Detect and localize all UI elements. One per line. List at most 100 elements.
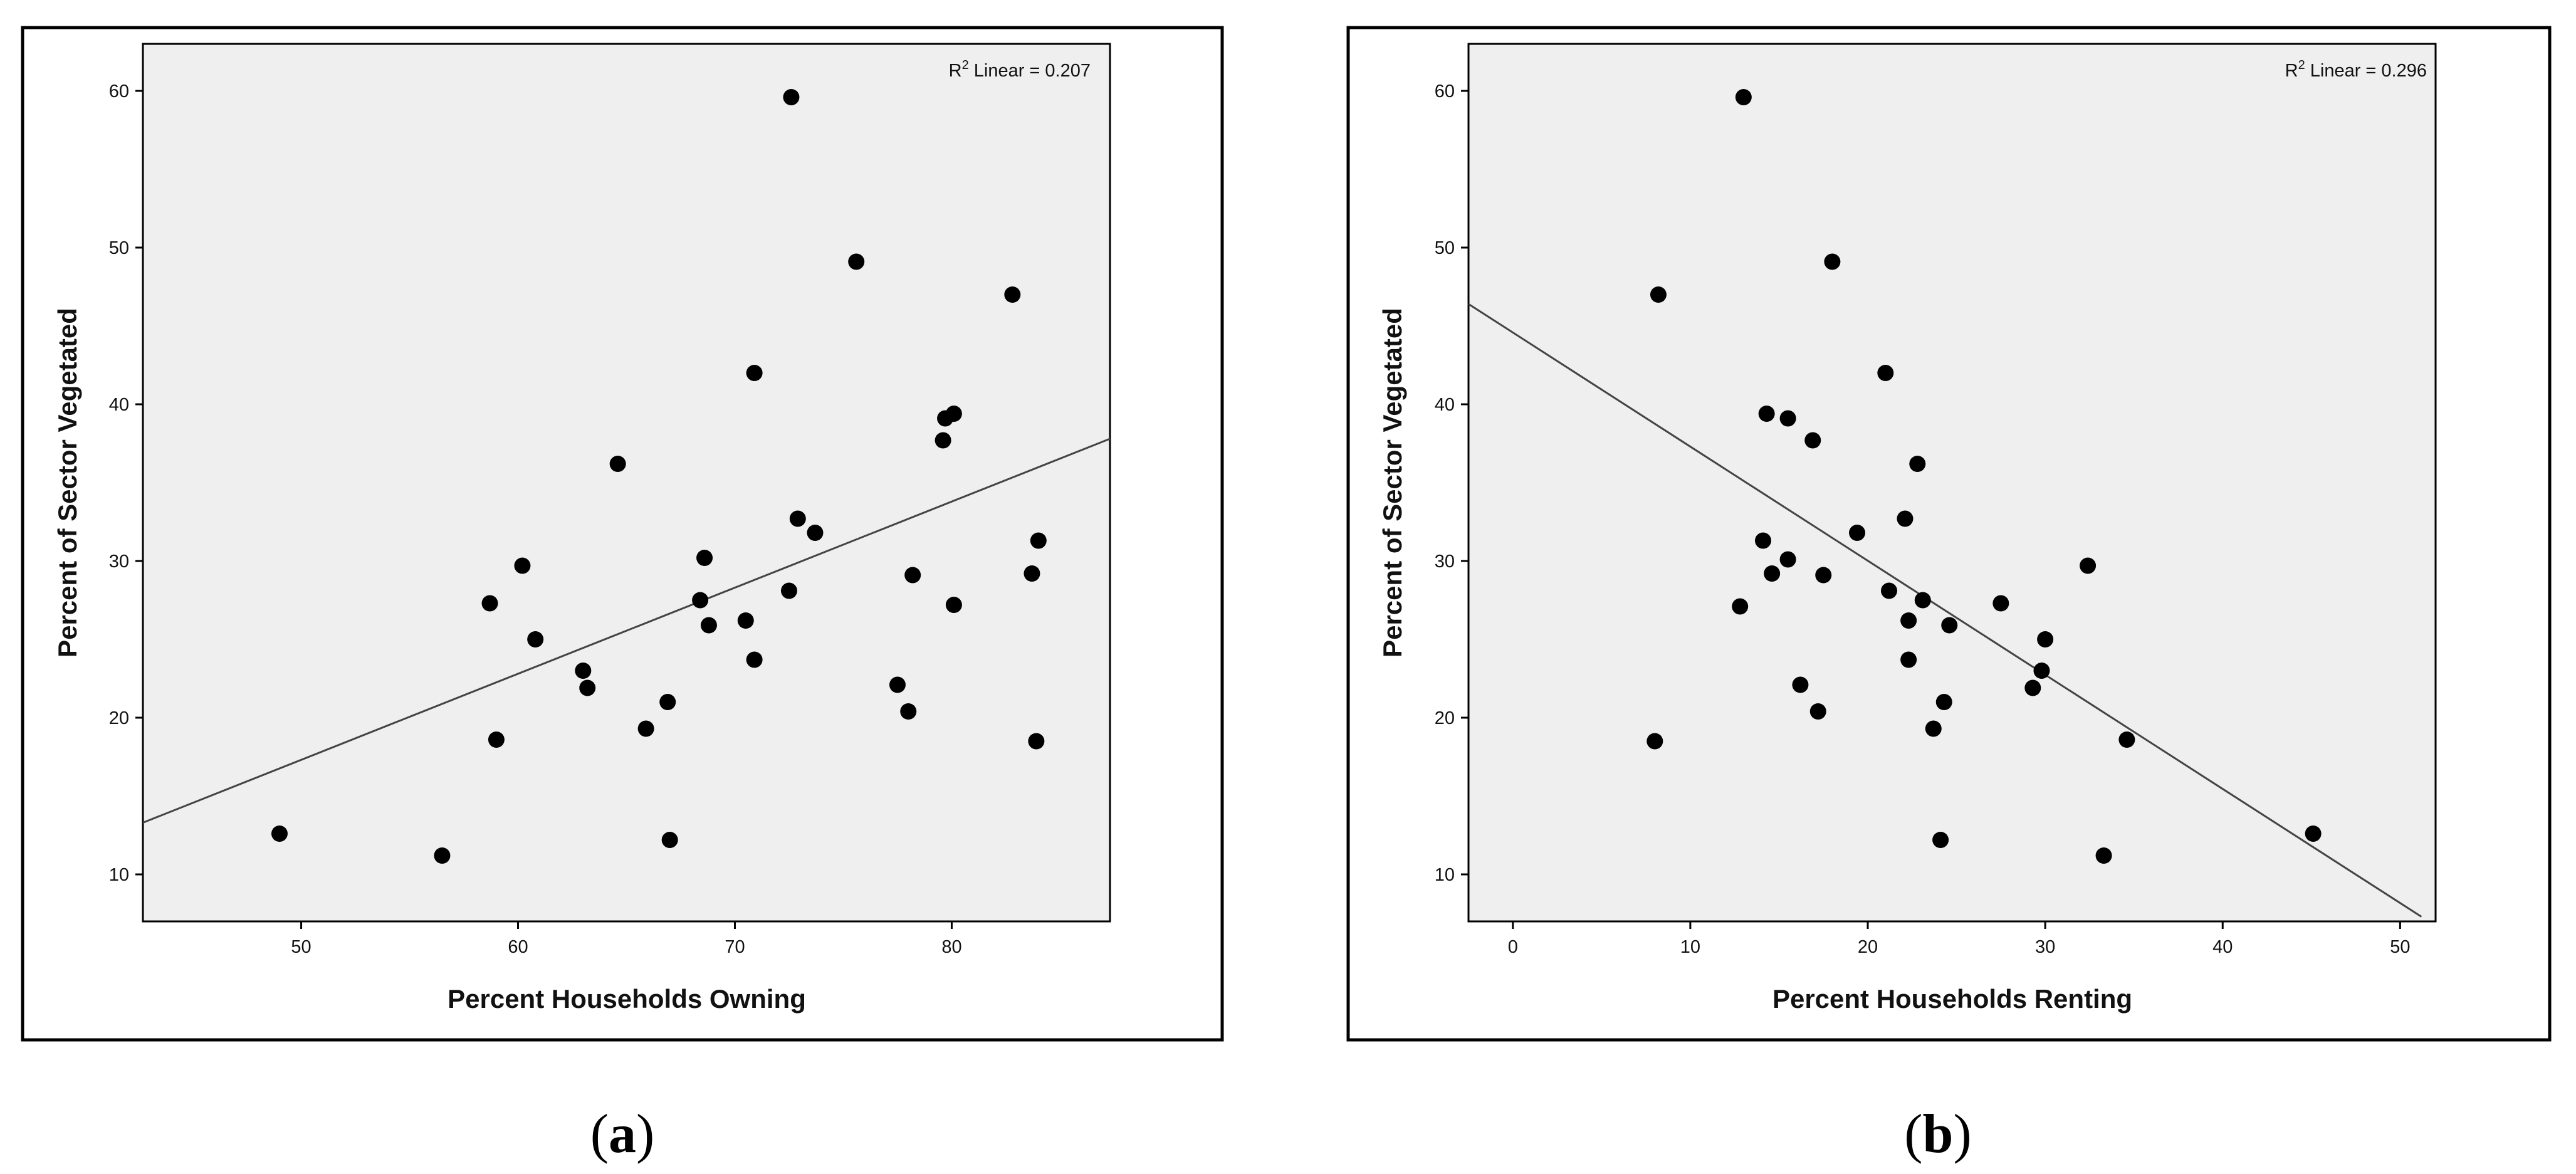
x-tick-label: 30 xyxy=(2035,937,2055,957)
data-point xyxy=(900,703,917,720)
panel-b: 0 10 20 30 40 50 10 20 30 40 50 60 R2 Linear = 0.2… xyxy=(1346,26,2552,1165)
data-point xyxy=(904,567,921,584)
data-point xyxy=(481,595,498,612)
y-tick-label: 50 xyxy=(109,238,129,258)
data-point xyxy=(1900,612,1917,629)
data-point xyxy=(1877,365,1894,381)
data-point xyxy=(579,679,596,696)
data-point xyxy=(1897,510,1914,527)
panel-b-x-axis-title: Percent Households Renting xyxy=(1772,984,2132,1014)
panel-a-y-ticks: 10 20 30 40 50 60 xyxy=(109,81,143,885)
x-tick-label: 80 xyxy=(941,937,961,957)
data-point xyxy=(575,663,592,679)
panel-b-y-axis-title: Percent of Sector Vegetated xyxy=(1378,308,1407,658)
y-tick-label: 10 xyxy=(109,865,129,885)
data-point xyxy=(2095,847,2112,864)
data-point xyxy=(1647,733,1663,750)
data-point xyxy=(637,720,654,737)
data-point xyxy=(1792,676,1809,693)
data-point xyxy=(935,432,951,449)
data-point xyxy=(746,651,763,668)
data-point xyxy=(1935,694,1952,710)
y-tick-label: 50 xyxy=(1435,238,1455,258)
data-point xyxy=(945,597,962,613)
data-point xyxy=(780,582,797,599)
data-point xyxy=(1779,551,1796,568)
panel-a-points xyxy=(271,89,1047,864)
data-point xyxy=(1650,286,1667,303)
data-point xyxy=(737,612,754,629)
data-point xyxy=(1992,595,2009,612)
panel-a-label: (a) xyxy=(590,1104,655,1165)
panel-b-x-ticks: 0 10 20 30 40 50 xyxy=(1508,921,2411,957)
data-point xyxy=(1732,598,1749,615)
data-point xyxy=(2024,679,2041,696)
data-point xyxy=(696,550,713,566)
data-point xyxy=(1849,525,1866,541)
data-point xyxy=(1779,410,1796,427)
data-point xyxy=(1004,286,1021,303)
panel-a-r2-annotation: R2 Linear = 0.207 xyxy=(949,58,1091,81)
y-tick-label: 30 xyxy=(109,552,129,572)
data-point xyxy=(434,847,451,864)
panel-b-points xyxy=(1647,89,2322,864)
x-tick-label: 60 xyxy=(508,937,528,957)
data-point xyxy=(1735,89,1752,105)
x-tick-label: 70 xyxy=(725,937,745,957)
data-point xyxy=(488,731,505,748)
data-point xyxy=(1754,532,1771,549)
data-point xyxy=(1024,565,1040,582)
x-tick-label: 50 xyxy=(291,937,311,957)
data-point xyxy=(746,365,763,381)
data-point xyxy=(783,89,800,105)
panel-b-fit-line xyxy=(1468,303,2422,918)
data-point xyxy=(1815,567,1832,584)
data-point xyxy=(807,525,824,541)
data-point xyxy=(1764,565,1781,582)
y-tick-label: 10 xyxy=(1435,865,1455,885)
y-tick-label: 30 xyxy=(1435,552,1455,572)
y-tick-label: 60 xyxy=(109,81,129,102)
data-point xyxy=(945,406,962,422)
panel-b-plot-area xyxy=(1467,43,2437,923)
panel-a-x-ticks: 50 60 70 80 xyxy=(291,921,962,957)
panel-b-r2-annotation: R2 Linear = 0.296 xyxy=(2285,58,2427,81)
data-point xyxy=(2080,557,2097,574)
y-tick-label: 40 xyxy=(109,395,129,415)
data-point xyxy=(1880,582,1897,599)
x-tick-label: 40 xyxy=(2212,937,2233,957)
data-point xyxy=(609,456,626,472)
y-tick-label: 40 xyxy=(1435,395,1455,415)
data-point xyxy=(1925,720,1942,737)
data-point xyxy=(2033,663,2050,679)
x-tick-label: 0 xyxy=(1508,937,1518,957)
data-point xyxy=(1030,532,1047,549)
data-point xyxy=(2037,631,2054,647)
panel-b-y-ticks: 10 20 30 40 50 60 xyxy=(1435,81,1469,885)
data-point xyxy=(527,631,544,647)
panel-b-label: (b) xyxy=(1904,1104,1972,1165)
data-point xyxy=(659,694,676,710)
data-point xyxy=(1804,432,1821,449)
data-point xyxy=(1758,406,1775,422)
data-point xyxy=(1932,832,1949,848)
y-tick-label: 20 xyxy=(1435,708,1455,728)
x-tick-label: 10 xyxy=(1680,937,1700,957)
data-point xyxy=(271,825,288,842)
panel-a-y-axis-title: Percent of Sector Vegetated xyxy=(53,308,82,658)
x-tick-label: 50 xyxy=(2390,937,2410,957)
data-point xyxy=(2305,825,2322,842)
data-point xyxy=(1809,703,1826,720)
panel-a-fit-line xyxy=(142,438,1111,824)
data-point xyxy=(2118,731,2135,748)
data-point xyxy=(848,253,865,270)
data-point xyxy=(1900,651,1917,668)
data-point xyxy=(700,617,717,634)
data-point xyxy=(789,510,806,527)
y-tick-label: 20 xyxy=(109,708,129,728)
y-tick-label: 60 xyxy=(1435,81,1455,102)
x-tick-label: 20 xyxy=(1858,937,1878,957)
data-point xyxy=(1824,253,1841,270)
